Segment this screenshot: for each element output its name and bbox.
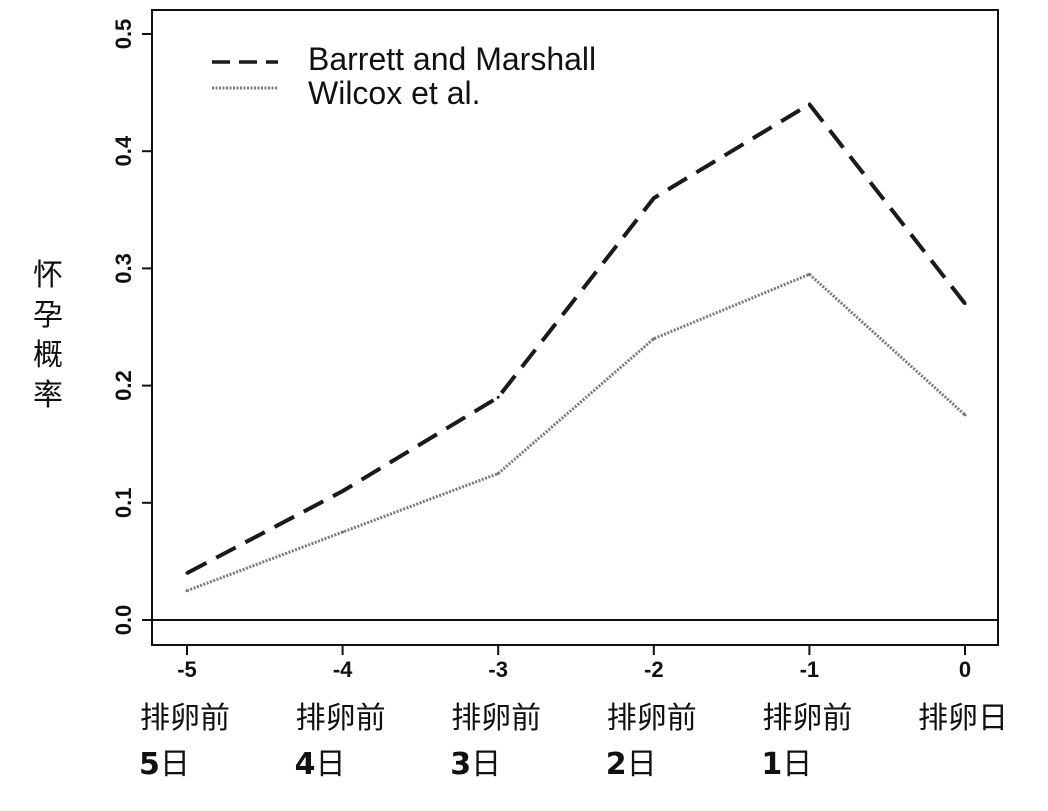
series-line-barrett-marshall xyxy=(186,102,967,575)
data-point xyxy=(963,413,967,417)
category-day-suffix: 日 xyxy=(627,747,657,782)
y-axis: 0.0 0.1 0.2 0.3 0.4 0.5 xyxy=(111,19,152,636)
y-tick-label: 0.5 xyxy=(111,19,136,50)
category-day-suffix: 日 xyxy=(782,747,812,782)
x-tick-label: -2 xyxy=(644,657,664,682)
plot-border xyxy=(151,9,999,646)
y-tick-label: 0.2 xyxy=(111,370,136,401)
category-label: 4日 xyxy=(295,747,346,782)
category-day-number: 2 xyxy=(606,747,627,782)
y-axis-label-char: 孕 xyxy=(33,298,63,333)
category-label: 2日 xyxy=(606,747,657,782)
data-point xyxy=(496,472,500,475)
category-label: 排卵前 xyxy=(140,701,230,736)
data-point xyxy=(652,337,656,341)
data-point xyxy=(963,302,967,306)
x-axis: -5 -4 -3 -2 -1 0 xyxy=(177,645,971,682)
data-point xyxy=(185,589,189,593)
category-day-suffix: 日 xyxy=(160,747,190,782)
category-label: 排卵日 xyxy=(918,701,1008,736)
x-tick-label: -4 xyxy=(333,657,353,682)
x-tick-label: -3 xyxy=(488,657,508,682)
x-tick-label: 0 xyxy=(959,657,971,682)
y-tick-label: 0.4 xyxy=(111,135,136,166)
category-label: 3日 xyxy=(450,747,501,782)
category-day-number: 4 xyxy=(295,747,316,782)
x-tick-label: -5 xyxy=(177,657,197,682)
category-label: 排卵前 xyxy=(451,701,541,736)
data-point xyxy=(341,530,345,534)
series-line-wilcox xyxy=(186,272,967,593)
data-point xyxy=(807,102,811,106)
category-day-number: 1 xyxy=(761,747,782,782)
series-layer xyxy=(185,102,967,593)
category-label: 1日 xyxy=(761,747,812,782)
data-point xyxy=(652,196,656,200)
y-axis-label-char: 怀 xyxy=(33,258,63,293)
plot-frame xyxy=(151,9,999,646)
category-day-number: 5 xyxy=(139,747,160,782)
y-axis-label-char: 率 xyxy=(33,378,63,413)
legend-label: Wilcox et al. xyxy=(308,75,480,111)
x-tick-label: -1 xyxy=(800,657,820,682)
category-day-number: 3 xyxy=(450,747,471,782)
category-label: 排卵前 xyxy=(762,701,852,736)
y-tick-label: 0.0 xyxy=(111,605,136,636)
y-axis-label-char: 概 xyxy=(33,338,63,373)
category-label: 5日 xyxy=(139,747,190,782)
data-point xyxy=(807,272,811,276)
data-point xyxy=(185,571,189,575)
data-point xyxy=(341,489,345,493)
y-tick-label: 0.3 xyxy=(111,253,136,284)
category-label: 排卵前 xyxy=(296,701,386,736)
legend-label: Barrett and Marshall xyxy=(308,41,596,77)
category-day-suffix: 日 xyxy=(315,747,345,782)
category-label: 排卵前 xyxy=(607,701,697,736)
data-point xyxy=(496,395,500,399)
y-tick-label: 0.1 xyxy=(111,488,136,519)
category-day-suffix: 日 xyxy=(471,747,501,782)
